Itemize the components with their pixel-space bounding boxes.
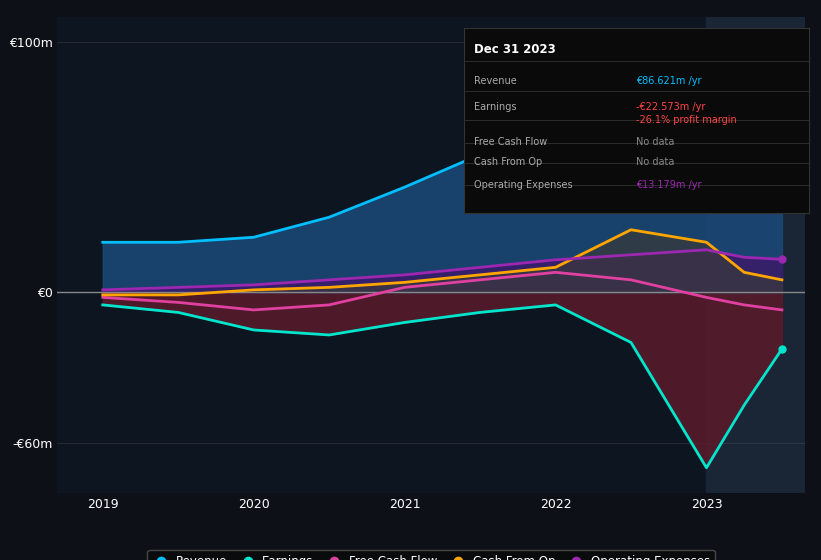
Bar <box>707 17 805 493</box>
Text: Free Cash Flow: Free Cash Flow <box>475 137 548 147</box>
Text: Operating Expenses: Operating Expenses <box>475 180 573 189</box>
Text: No data: No data <box>636 157 675 167</box>
Text: -26.1% profit margin: -26.1% profit margin <box>636 115 737 125</box>
Text: No data: No data <box>636 137 675 147</box>
Text: Revenue: Revenue <box>475 76 517 86</box>
Text: Cash From Op: Cash From Op <box>475 157 543 167</box>
Text: €13.179m /yr: €13.179m /yr <box>636 180 702 189</box>
Text: Earnings: Earnings <box>475 102 516 112</box>
Text: -€22.573m /yr: -€22.573m /yr <box>636 102 706 112</box>
Text: Dec 31 2023: Dec 31 2023 <box>475 43 556 56</box>
Text: €86.621m /yr: €86.621m /yr <box>636 76 702 86</box>
Legend: Revenue, Earnings, Free Cash Flow, Cash From Op, Operating Expenses: Revenue, Earnings, Free Cash Flow, Cash … <box>147 550 715 560</box>
